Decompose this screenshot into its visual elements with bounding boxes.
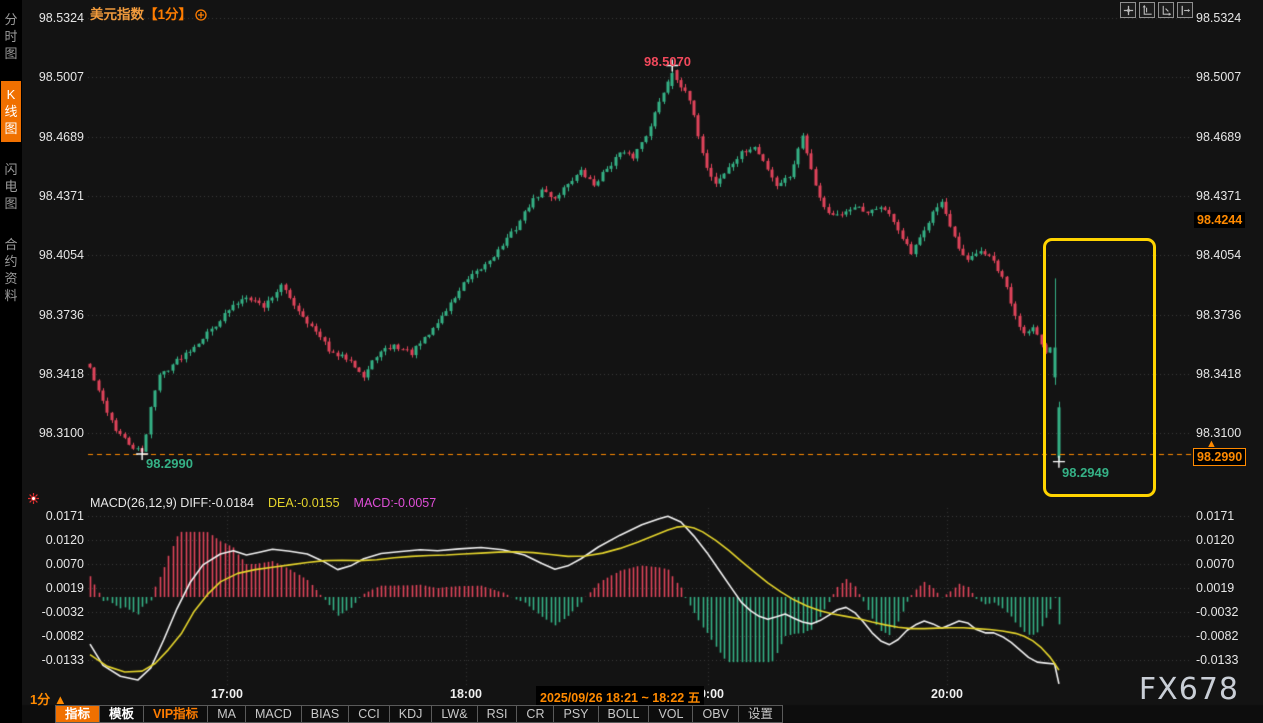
- period-indicator: 1分 ▲: [30, 692, 67, 707]
- indicator-tab-RSI[interactable]: RSI: [477, 705, 518, 723]
- sidebar-tab-char: 图: [4, 46, 18, 61]
- current-price-label: 98.2949: [1062, 465, 1109, 480]
- price-tick-left: 98.3100: [38, 426, 84, 441]
- sidebar-tab-char: 图: [4, 121, 18, 136]
- time-tick: 20:00: [931, 687, 963, 701]
- sidebar-tab-char: 时: [4, 29, 18, 44]
- macd-tick-left: -0.0082: [41, 628, 84, 643]
- indicator-tab-MACD[interactable]: MACD: [245, 705, 302, 723]
- zoom-y-axis-icon[interactable]: [1139, 2, 1155, 18]
- indicator-tab-设置[interactable]: 设置: [738, 705, 783, 723]
- indicator-tab-MA[interactable]: MA: [208, 705, 246, 723]
- price-tag-lower: 98.2990: [1193, 448, 1247, 466]
- price-tick-left: 98.3736: [38, 307, 84, 322]
- macd-dea-value: DEA:-0.0155: [267, 496, 340, 510]
- price-tag-upper: 98.4244: [1194, 212, 1246, 228]
- indicator-tab-BIAS[interactable]: BIAS: [301, 705, 350, 723]
- indicator-tab-指标[interactable]: 指标: [55, 705, 101, 723]
- indicator-tab-OBV[interactable]: OBV: [693, 705, 739, 723]
- macd-tick-right: -0.0032: [1196, 605, 1239, 620]
- chart-title: 美元指数【1分】: [90, 3, 207, 24]
- macd-tick-right: -0.0133: [1196, 652, 1239, 667]
- sidebar-tab-1[interactable]: 分时图: [1, 6, 21, 67]
- price-arrow-icon: ▲: [1206, 438, 1217, 450]
- price-tick-left: 98.4689: [38, 129, 84, 144]
- indicator-tab-LW&[interactable]: LW&: [432, 705, 478, 723]
- macd-params-diff: MACD(26,12,9) DIFF:-0.0184: [90, 496, 254, 510]
- indicator-tab-VIP指标[interactable]: VIP指标: [144, 705, 209, 723]
- time-tick: 17:00: [211, 687, 243, 701]
- indicator-tab-PSY[interactable]: PSY: [554, 705, 599, 723]
- indicator-tab-VOL[interactable]: VOL: [649, 705, 694, 723]
- macd-tick-left: 0.0171: [45, 509, 84, 524]
- sidebar-tab-char: 分: [4, 12, 18, 27]
- price-tick-right: 98.5324: [1196, 11, 1242, 25]
- circle-plus-icon[interactable]: [195, 9, 207, 24]
- macd-tick-left: 0.0019: [45, 581, 84, 596]
- price-tick-right: 98.3736: [1196, 307, 1242, 322]
- selection-range-tag: 2025/09/26 18:21 ~ 18:22 五: [536, 686, 705, 707]
- price-tick-right: 98.3418: [1196, 367, 1242, 382]
- high-price-label: 98.5070: [644, 54, 691, 69]
- price-tick-left: 98.5324: [38, 11, 84, 25]
- chart-toolbar: [1120, 2, 1193, 18]
- sidebar-tab-4[interactable]: 合约资料: [1, 231, 21, 309]
- indicator-tab-BOLL[interactable]: BOLL: [598, 705, 650, 723]
- sidebar-tab-char: 资: [4, 271, 18, 286]
- time-tick: 18:00: [450, 687, 482, 701]
- macd-tick-left: -0.0032: [41, 605, 84, 620]
- sidebar-tab-char: 料: [4, 288, 18, 303]
- price-tick-right: 98.4689: [1196, 129, 1242, 144]
- sidebar-tab-char: K: [6, 87, 16, 102]
- highlight-annotation-box[interactable]: [1043, 238, 1156, 497]
- macd-tick-left: -0.0133: [41, 652, 84, 667]
- macd-tick-right: 0.0019: [1196, 581, 1235, 596]
- symbol-name: 美元指数: [90, 7, 144, 22]
- sidebar-tab-3[interactable]: 闪电图: [1, 156, 21, 217]
- indicator-tab-bar: 指标 模板 VIP指标 MA MACD BIAS CCI KDJ LW& RSI CR PSY BOLL…: [55, 705, 783, 723]
- indicator-tab-CR[interactable]: CR: [517, 705, 555, 723]
- price-tick-left: 98.5007: [38, 70, 84, 85]
- indicator-marker-icon[interactable]: [27, 492, 40, 510]
- price-tick-left: 98.4371: [38, 189, 84, 204]
- indicator-tab-模板[interactable]: 模板: [100, 705, 145, 723]
- indicator-tab-CCI[interactable]: CCI: [349, 705, 390, 723]
- macd-tick-right: 0.0120: [1196, 533, 1235, 548]
- price-tick-right: 98.4054: [1196, 248, 1242, 263]
- macd-tick-right: 0.0070: [1196, 556, 1235, 571]
- sidebar-tab-char: 闪: [4, 162, 18, 177]
- indicator-tab-KDJ[interactable]: KDJ: [389, 705, 433, 723]
- macd-header: MACD(26,12,9) DIFF:-0.0184 DEA:-0.0155 MAC…: [90, 496, 436, 510]
- shift-right-icon[interactable]: [1177, 2, 1193, 18]
- price-tick-right: 98.5007: [1196, 70, 1242, 85]
- zoom-x-axis-icon[interactable]: [1158, 2, 1174, 18]
- sidebar-tab-char: 图: [4, 196, 18, 211]
- macd-tick-left: 0.0120: [45, 533, 84, 548]
- sidebar-tab-char: 合: [4, 237, 18, 252]
- sidebar-tab-char: 线: [4, 104, 18, 119]
- macd-tick-left: 0.0070: [45, 556, 84, 571]
- price-tick-left: 98.4054: [38, 248, 84, 263]
- macd-tick-right: -0.0082: [1196, 628, 1239, 643]
- pan-icon[interactable]: [1120, 2, 1136, 18]
- watermark: FX678: [1138, 672, 1239, 707]
- period-tag: 【1分】: [144, 7, 193, 22]
- price-tick-right: 98.3100: [1196, 426, 1242, 441]
- macd-bar-value: MACD:-0.0057: [353, 496, 437, 510]
- sidebar-tab-char: 电: [4, 179, 18, 194]
- price-tick-right: 98.4371: [1196, 189, 1242, 204]
- sidebar-tab-char: 约: [4, 254, 18, 269]
- price-tick-left: 98.3418: [38, 367, 84, 382]
- low-price-label: 98.2990: [146, 456, 193, 471]
- macd-tick-right: 0.0171: [1196, 509, 1235, 524]
